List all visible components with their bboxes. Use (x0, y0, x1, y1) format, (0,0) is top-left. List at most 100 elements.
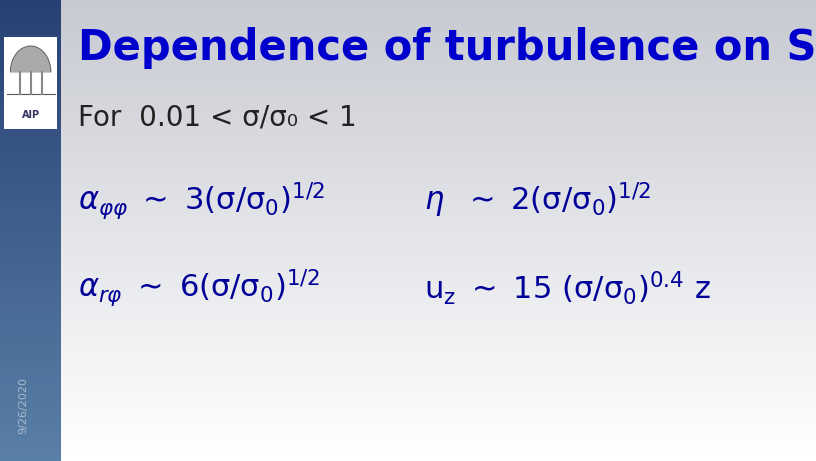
Bar (0, 209, 61, 211)
Bar (61, 294, 816, 295)
Bar (61, 409, 816, 410)
Bar (61, 178, 816, 180)
Bar (61, 31, 816, 32)
Bar (0, 11, 61, 12)
Bar (0, 1, 61, 3)
Bar (61, 6, 816, 8)
Bar (0, 271, 61, 272)
Bar (61, 0, 816, 1)
Bar (61, 14, 816, 15)
Bar (61, 94, 816, 95)
Bar (61, 192, 816, 194)
Bar (61, 189, 816, 190)
Bar (0, 213, 61, 215)
Bar (61, 335, 816, 337)
Bar (0, 184, 61, 186)
Bar (0, 172, 61, 174)
Bar (61, 370, 816, 372)
Bar (0, 289, 61, 290)
Bar (61, 346, 816, 347)
Bar (0, 177, 61, 178)
Bar (0, 192, 61, 194)
Bar (0, 95, 61, 97)
Bar (61, 378, 816, 379)
Bar (0, 198, 61, 200)
Bar (61, 98, 816, 100)
Bar (61, 218, 816, 220)
Bar (0, 317, 61, 318)
Bar (61, 414, 816, 415)
Bar (61, 160, 816, 161)
Bar (61, 252, 816, 254)
Bar (0, 452, 61, 453)
Bar (0, 444, 61, 446)
Bar (0, 60, 61, 61)
Bar (61, 333, 816, 335)
Bar (61, 142, 816, 143)
Bar (61, 100, 816, 101)
Bar (0, 183, 61, 184)
Bar (61, 430, 816, 432)
Bar (0, 338, 61, 340)
Bar (0, 266, 61, 267)
Bar (0, 343, 61, 344)
Bar (0, 35, 61, 37)
Bar (0, 71, 61, 72)
Bar (61, 341, 816, 343)
Bar (0, 240, 61, 241)
Bar (61, 78, 816, 80)
Bar (0, 163, 61, 165)
Bar (0, 18, 61, 20)
Bar (61, 143, 816, 144)
Bar (61, 128, 816, 129)
Bar (0, 377, 61, 378)
Bar (61, 83, 816, 84)
Bar (0, 356, 61, 358)
Bar (61, 188, 816, 189)
Bar (61, 306, 816, 307)
Bar (0, 117, 61, 118)
Bar (0, 456, 61, 458)
Bar (61, 38, 816, 40)
Bar (0, 91, 61, 92)
Bar (61, 54, 816, 55)
Bar (61, 271, 816, 272)
Bar (0, 83, 61, 84)
Bar (0, 386, 61, 387)
Bar (0, 361, 61, 363)
Bar (61, 232, 816, 234)
Bar (61, 75, 816, 77)
Bar (61, 272, 816, 273)
Bar (0, 180, 61, 181)
Bar (61, 444, 816, 446)
Bar (0, 267, 61, 269)
Bar (0, 292, 61, 294)
Bar (61, 46, 816, 47)
Bar (61, 402, 816, 404)
Bar (61, 377, 816, 378)
Bar (0, 9, 61, 11)
Bar (61, 243, 816, 244)
Bar (61, 455, 816, 456)
Bar (0, 358, 61, 360)
Bar (61, 295, 816, 296)
Bar (61, 312, 816, 313)
Bar (61, 204, 816, 206)
Bar (61, 358, 816, 360)
Bar (61, 74, 816, 75)
Bar (0, 241, 61, 243)
Bar (61, 69, 816, 71)
Bar (0, 123, 61, 124)
Bar (0, 301, 61, 303)
Bar (0, 354, 61, 355)
Bar (0, 86, 61, 88)
Bar (61, 52, 816, 54)
Bar (61, 97, 816, 98)
Bar (0, 360, 61, 361)
Bar (0, 169, 61, 171)
Bar (0, 321, 61, 323)
Bar (0, 390, 61, 392)
Bar (61, 72, 816, 74)
Bar (61, 12, 816, 14)
Bar (0, 181, 61, 183)
